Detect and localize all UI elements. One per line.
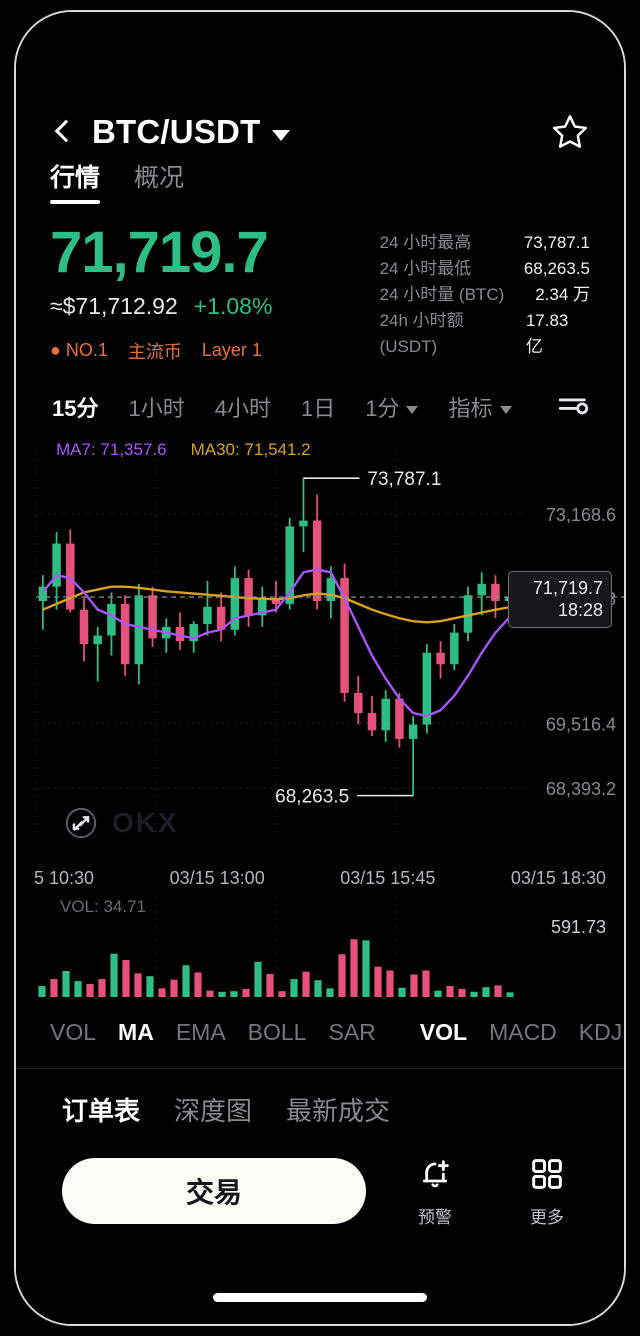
timeframe-1日[interactable]: 1日	[301, 391, 335, 423]
more-button[interactable]: 更多	[504, 1154, 590, 1228]
price-subrow: ≈$71,712.92 +1.08%	[50, 293, 380, 320]
price-block: 71,719.7 ≈$71,712.92 +1.08% ● NO.1 主流币 Lay…	[50, 220, 380, 364]
timeframe-label: 1小时	[128, 395, 185, 421]
bottom-tabs: 订单表 深度图 最新成交	[16, 1069, 624, 1128]
timeframe-bar: 15分 1小时 4小时 1日 1分 指标	[16, 364, 624, 424]
page-title: BTC/USDT	[92, 113, 261, 150]
indicator-vol-5[interactable]: VOL	[419, 1018, 468, 1045]
timeframe-15分[interactable]: 15分	[52, 391, 98, 423]
tab-market[interactable]: 行情	[50, 158, 101, 204]
price-chart[interactable]: MA7: 71,357.6 MA30: 71,541.2 73,168.6 71,…	[16, 436, 624, 866]
stat-value: 68,263.5	[523, 259, 590, 278]
timeframe-label: 1分	[365, 395, 400, 421]
stat-label: 24 小时最低	[379, 259, 472, 278]
bottom-tab-2[interactable]: 最新成交	[286, 1095, 391, 1126]
stats-table: 24 小时最高 73,787.1 24 小时最低 68,263.5 24 小时量 (BT…	[380, 222, 590, 364]
phone-frame: BTC/USDT 行情 概况 71,719.7 ≈$71,712.92 +1.0…	[14, 10, 626, 1326]
back-chevron-icon[interactable]	[50, 119, 76, 145]
svg-text:73,787.1: 73,787.1	[367, 469, 441, 490]
ma7-legend: MA7: 71,357.6	[56, 439, 167, 459]
indicator-row: VOLMAEMABOLLSARVOLMACDKDJBOLL	[16, 1005, 624, 1046]
usd-price: ≈$71,712.92	[50, 292, 178, 319]
volume-svg	[38, 896, 514, 997]
alert-label: 预警	[418, 1207, 452, 1227]
timeframe-1分[interactable]: 1分	[365, 391, 419, 423]
chevron-down-icon[interactable]	[272, 129, 291, 141]
chart-x-axis: 5 10:30 03/15 13:00 03/15 15:45 03/15 18:30	[16, 868, 624, 889]
x-tick-label: 03/15 15:45	[340, 867, 436, 888]
volume-scale-max: 591.73	[550, 916, 606, 937]
price-summary: 71,719.7 ≈$71,712.92 +1.08% ● NO.1 主流币 Lay…	[16, 204, 624, 364]
timeframe-指标[interactable]: 指标	[448, 391, 512, 423]
indicator-ma-1[interactable]: MA	[118, 1018, 154, 1045]
tag-0: ● NO.1	[50, 340, 108, 361]
svg-text:68,263.5: 68,263.5	[275, 786, 349, 807]
bottom-tab-0[interactable]: 订单表	[62, 1095, 141, 1126]
more-label: 更多	[530, 1207, 564, 1227]
indicator-macd-6[interactable]: MACD	[489, 1018, 557, 1045]
tag-2: Layer 1	[201, 340, 262, 361]
brand-watermark: OKX	[112, 806, 179, 838]
divider	[16, 1067, 624, 1069]
svg-text:68,393.2: 68,393.2	[546, 779, 616, 799]
timeframe-label: 4小时	[214, 395, 271, 421]
indicator-sar-4[interactable]: SAR	[328, 1018, 376, 1045]
ma30-legend: MA30: 71,541.2	[190, 439, 311, 459]
x-tick-label: 03/15 18:30	[510, 867, 606, 888]
marker-price: 71,719.7	[532, 577, 603, 598]
last-price: 71,719.7	[50, 220, 269, 285]
home-indicator	[213, 1293, 427, 1302]
x-tick-label: 03/15 13:00	[169, 867, 265, 888]
timeframe-label: 15分	[52, 395, 99, 421]
timeframe-1小时[interactable]: 1小时	[128, 391, 184, 423]
app-header: BTC/USDT	[16, 12, 624, 150]
stat-row: 24h 小时额 (USDT) 17.83 亿	[380, 308, 590, 360]
app-screen: BTC/USDT 行情 概况 71,719.7 ≈$71,712.92 +1.0…	[16, 12, 624, 1324]
volume-label: VOL: 34.71	[60, 896, 147, 916]
grid-icon	[532, 1158, 562, 1189]
stat-label: 24h 小时额 (USDT)	[379, 311, 464, 356]
tag-row: ● NO.1 主流币 Layer 1	[50, 338, 380, 364]
trade-button[interactable]: 交易	[62, 1157, 366, 1224]
timeframe-label: 指标	[448, 395, 493, 421]
alert-button[interactable]: 预警	[392, 1154, 478, 1228]
action-bar: 交易 预警 更多	[16, 1128, 624, 1228]
indicator-boll-3[interactable]: BOLL	[247, 1018, 307, 1045]
stat-row: 24 小时最低 68,263.5	[380, 256, 590, 282]
change-percent: +1.08%	[193, 292, 273, 319]
expand-icon[interactable]	[64, 806, 98, 840]
indicator-kdj-7[interactable]: KDJ	[578, 1018, 623, 1045]
svg-text:73,168.6: 73,168.6	[546, 504, 616, 524]
indicator-vol-0[interactable]: VOL	[50, 1018, 97, 1045]
bell-plus-icon	[422, 1159, 449, 1187]
stat-value: 17.83 亿	[525, 311, 569, 356]
ma-legend: MA7: 71,357.6 MA30: 71,541.2	[56, 440, 311, 460]
svg-text:69,516.4: 69,516.4	[546, 714, 616, 734]
tag-1: 主流币	[127, 341, 182, 362]
bottom-tab-1[interactable]: 深度图	[174, 1095, 253, 1126]
indicator-ema-2[interactable]: EMA	[175, 1018, 226, 1045]
stat-row: 24 小时量 (BTC) 2.34 万	[380, 282, 590, 308]
timeframe-4小时[interactable]: 4小时	[215, 391, 271, 423]
star-icon[interactable]	[550, 112, 590, 152]
stat-value: 73,787.1	[523, 233, 590, 252]
marker-time: 18:28	[557, 600, 603, 621]
stat-label: 24 小时最高	[379, 233, 472, 252]
x-tick-label: 5 10:30	[34, 867, 95, 888]
tab-overview[interactable]: 概况	[134, 164, 185, 192]
stat-value: 2.34 万	[535, 285, 590, 304]
chart-watermark: OKX	[64, 806, 179, 840]
chevron-down-icon[interactable]	[499, 405, 512, 414]
current-price-marker: 71,719.7 18:28	[508, 570, 612, 628]
volume-chart: VOL: 34.71 591.73	[16, 893, 624, 1005]
candlestick-svg: 73,168.671,702.869,516.468,393.273,787.1…	[35, 451, 624, 834]
stat-label: 24 小时量 (BTC)	[379, 285, 505, 304]
timeframe-label: 1日	[300, 395, 336, 421]
chevron-down-icon[interactable]	[406, 405, 419, 414]
chart-settings-icon[interactable]	[556, 390, 590, 424]
stat-row: 24 小时最高 73,787.1	[380, 230, 590, 256]
section-tabs: 行情 概况	[16, 132, 624, 204]
